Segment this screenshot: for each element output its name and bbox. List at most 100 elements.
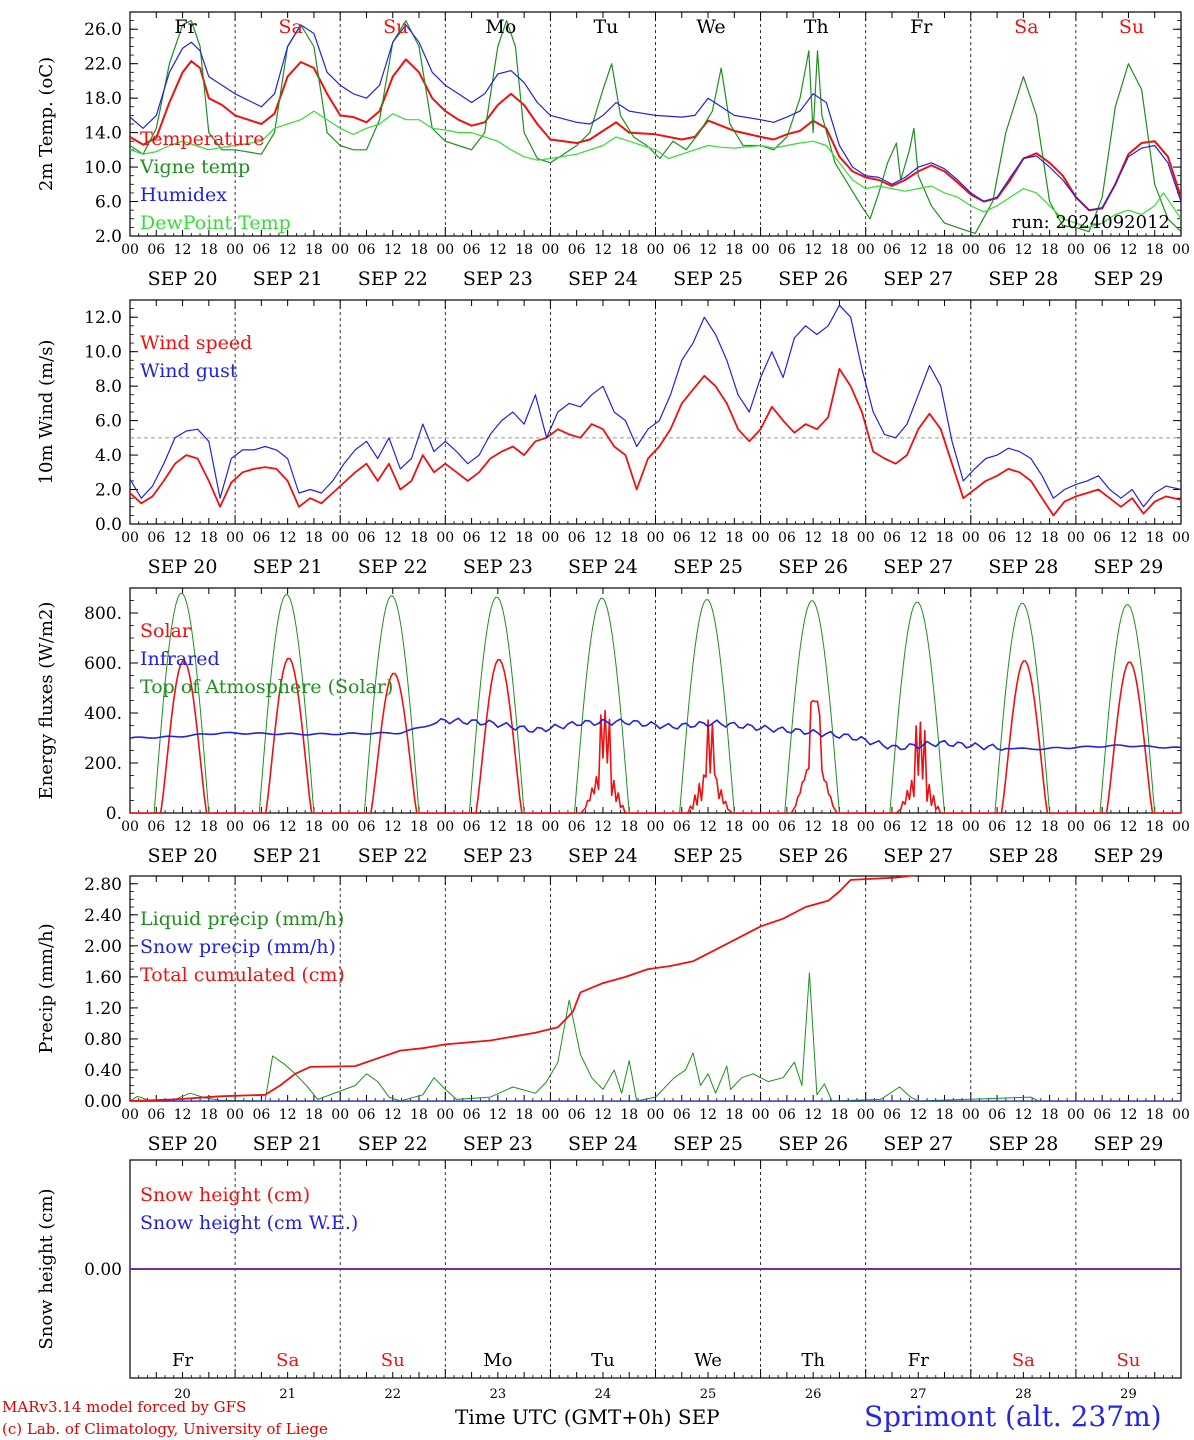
hour-tick-label: 00	[857, 242, 875, 258]
hour-tick-label: 00	[541, 242, 559, 258]
toa-curve	[340, 595, 446, 813]
date-label: SEP 23	[463, 556, 533, 578]
hour-tick-label: 00	[752, 242, 770, 258]
hour-tick-label: 00	[1067, 530, 1085, 546]
solar-curve	[970, 660, 1076, 813]
solar-curve	[130, 660, 236, 813]
hour-tick-label: 00	[857, 819, 875, 835]
hour-tick-label: 00	[436, 819, 454, 835]
date-label: SEP 20	[148, 268, 218, 290]
date-label: SEP 26	[778, 845, 848, 867]
legend-entry: Liquid precip (mm/h)	[140, 908, 344, 930]
date-label: SEP 26	[778, 556, 848, 578]
hour-tick-label: 12	[1014, 530, 1032, 546]
hour-tick-label: 06	[673, 819, 691, 835]
hour-tick-label: 06	[988, 242, 1006, 258]
station-name: Sprimont (alt. 237m)	[864, 1400, 1162, 1433]
date-label: SEP 27	[883, 845, 953, 867]
hour-tick-label: 00	[1172, 530, 1190, 546]
legend-entry: DewPoint Temp	[140, 212, 291, 234]
date-label: SEP 27	[883, 1133, 953, 1155]
toa-curve	[655, 599, 761, 813]
hour-tick-label: 00	[331, 819, 349, 835]
date-label: SEP 29	[1094, 268, 1164, 290]
y-tick-label: 10.0	[84, 158, 122, 178]
weekday-label-top: We	[696, 16, 725, 38]
weekday-label-bottom: Mo	[483, 1350, 512, 1371]
legend-entry: Snow precip (mm/h)	[140, 936, 336, 958]
panel-2: 0.0 2.0 4.0 6.0 8.0 10.0 12.0 10m Wind (m/s) 00 0…	[36, 299, 1190, 578]
hour-tick-label: 00	[541, 1107, 559, 1123]
hour-tick-label: 06	[1093, 1107, 1111, 1123]
hour-tick-label: 00	[436, 1107, 454, 1123]
hour-tick-label: 12	[174, 1107, 192, 1123]
y-tick-label: 2.40	[84, 906, 122, 926]
hour-tick-label: 12	[909, 242, 927, 258]
hour-tick-label: 12	[489, 242, 507, 258]
hour-tick-label: 18	[831, 1107, 849, 1123]
day-number-label: 23	[490, 1387, 507, 1402]
date-label: SEP 25	[673, 1133, 743, 1155]
panel-3: 0. 200. 400. 600. 800. Energy fluxes (W/m2) 00…	[36, 587, 1190, 867]
date-label: SEP 24	[568, 268, 638, 290]
date-label: SEP 25	[673, 845, 743, 867]
day-number-label: 28	[1015, 1387, 1032, 1402]
hour-tick-label: 18	[1041, 819, 1059, 835]
y-tick-label: 18.0	[84, 89, 122, 109]
hour-tick-label: 00	[752, 530, 770, 546]
weekday-label-top: Th	[804, 16, 829, 38]
hour-tick-label: 06	[568, 819, 586, 835]
hour-tick-label: 18	[831, 819, 849, 835]
hour-tick-label: 12	[489, 819, 507, 835]
y-tick-label: 6.0	[95, 412, 122, 432]
solar-curve	[235, 657, 341, 813]
y-tick-label: 1.60	[84, 968, 122, 988]
y-tick-label: 0.00	[84, 1260, 122, 1280]
hour-tick-label: 18	[936, 1107, 954, 1123]
hour-tick-label: 18	[305, 1107, 323, 1123]
y-tick-label: 4.0	[95, 446, 122, 466]
date-label: SEP 20	[148, 845, 218, 867]
panel-4: 0.00 0.40 0.80 1.20 1.60 2.00 2.40 2.80 Precip (…	[36, 875, 1190, 1155]
date-label: SEP 21	[253, 268, 323, 290]
series-line	[130, 58, 1181, 212]
hour-tick-label: 12	[384, 1107, 402, 1123]
hour-tick-label: 18	[305, 530, 323, 546]
hour-tick-label: 06	[673, 242, 691, 258]
series-group	[130, 592, 1181, 813]
y-tick-label: 2.0	[95, 481, 122, 501]
hour-tick-label: 12	[909, 530, 927, 546]
hour-tick-label: 12	[909, 819, 927, 835]
y-tick-label: 2.0	[95, 227, 122, 247]
y-tick-label: 14.0	[84, 124, 122, 144]
day-number-label: 20	[174, 1387, 191, 1402]
hour-tick-label: 12	[1014, 1107, 1032, 1123]
hour-tick-label: 06	[778, 1107, 796, 1123]
hour-tick-label: 18	[410, 819, 428, 835]
hour-tick-label: 18	[1041, 242, 1059, 258]
series-line	[130, 368, 1181, 517]
hour-tick-label: 18	[1146, 530, 1164, 546]
hour-tick-label: 00	[1067, 242, 1085, 258]
date-label: SEP 21	[253, 556, 323, 578]
hour-tick-label: 12	[174, 530, 192, 546]
hour-tick-label: 12	[1014, 819, 1032, 835]
date-label: SEP 28	[988, 268, 1058, 290]
hour-tick-label: 12	[279, 819, 297, 835]
toa-curve	[970, 602, 1076, 813]
hour-tick-label: 12	[594, 530, 612, 546]
hour-tick-label: 00	[436, 530, 454, 546]
solar-curve	[760, 699, 866, 813]
hour-tick-label: 00	[1172, 242, 1190, 258]
legend-entry: Infrared	[140, 648, 220, 670]
hour-tick-label: 12	[384, 242, 402, 258]
hour-tick-label: 12	[1120, 819, 1138, 835]
hour-tick-label: 18	[1041, 530, 1059, 546]
hour-tick-label: 12	[804, 242, 822, 258]
hour-tick-label: 18	[725, 1107, 743, 1123]
hour-tick-label: 18	[515, 530, 533, 546]
date-label: SEP 29	[1094, 845, 1164, 867]
weekday-label-top: Tu	[593, 16, 618, 38]
hour-tick-label: 18	[620, 242, 638, 258]
hour-tick-label: 00	[752, 819, 770, 835]
